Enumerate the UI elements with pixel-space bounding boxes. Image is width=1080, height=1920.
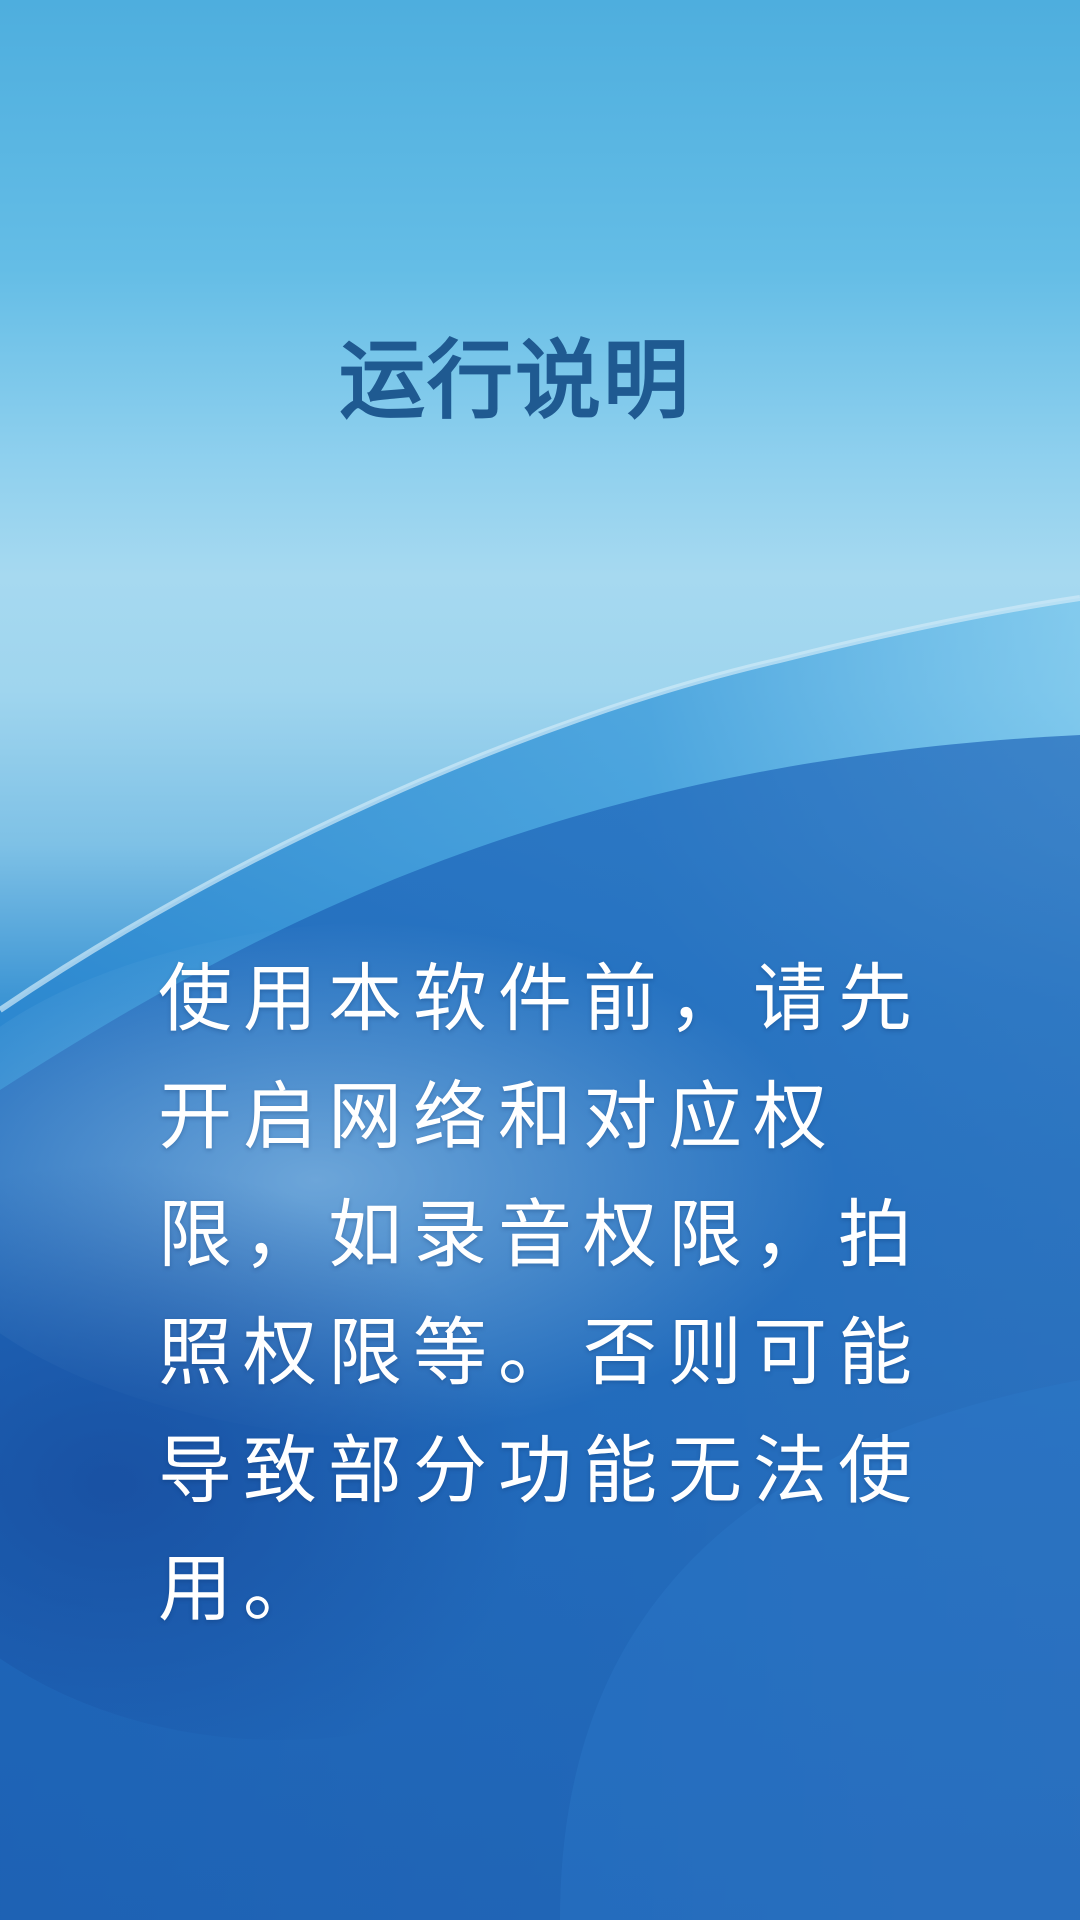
instructions-text: 使用本软件前，请先开启网络和对应权限，如录音权限，拍照权限等。否则可能导致部分功… [158, 956, 923, 1632]
page-title: 运行说明 [339, 331, 691, 431]
